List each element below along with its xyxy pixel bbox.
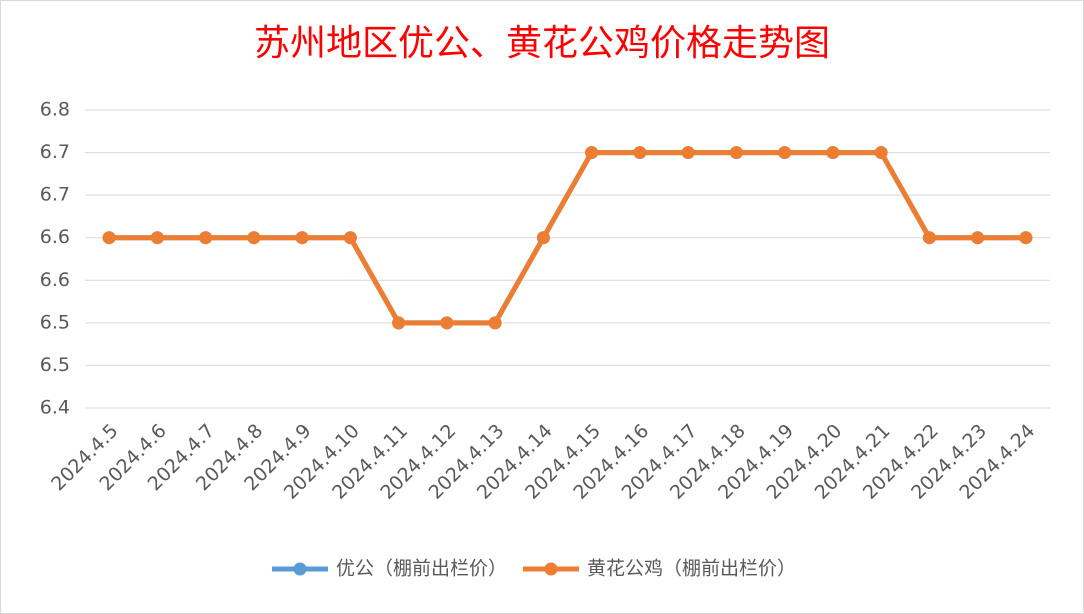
data-point bbox=[1019, 231, 1033, 245]
y-tick-label: 6.4 bbox=[40, 397, 70, 419]
y-tick-label: 6.5 bbox=[40, 311, 70, 333]
data-point bbox=[488, 316, 502, 330]
data-point bbox=[440, 316, 454, 330]
data-point bbox=[150, 231, 164, 245]
data-point bbox=[633, 146, 647, 160]
data-point bbox=[343, 231, 357, 245]
data-point bbox=[681, 146, 695, 160]
data-point bbox=[729, 146, 743, 160]
y-tick-label: 6.5 bbox=[40, 354, 70, 376]
legend-marker bbox=[293, 562, 307, 576]
legend-label: 黄花公鸡（棚前出栏价） bbox=[587, 558, 796, 580]
data-point bbox=[199, 231, 213, 245]
chart-title: 苏州地区优公、黄花公鸡价格走势图 bbox=[254, 23, 830, 64]
data-point bbox=[585, 146, 599, 160]
data-point bbox=[536, 231, 550, 245]
data-point bbox=[826, 146, 840, 160]
y-tick-label: 6.6 bbox=[40, 226, 70, 248]
series-line bbox=[109, 150, 1026, 326]
y-tick-label: 6.8 bbox=[40, 99, 70, 121]
data-point bbox=[874, 146, 888, 160]
legend-marker bbox=[544, 562, 558, 576]
y-tick-label: 6.6 bbox=[40, 269, 70, 291]
data-point bbox=[295, 231, 309, 245]
data-point bbox=[971, 231, 985, 245]
data-point bbox=[102, 231, 116, 245]
data-point bbox=[778, 146, 792, 160]
y-tick-label: 6.7 bbox=[40, 141, 70, 163]
legend-label: 优公（棚前出栏价） bbox=[336, 558, 507, 580]
y-tick-label: 6.7 bbox=[40, 184, 70, 206]
data-point bbox=[922, 231, 936, 245]
data-point bbox=[247, 231, 261, 245]
data-point bbox=[392, 316, 406, 330]
